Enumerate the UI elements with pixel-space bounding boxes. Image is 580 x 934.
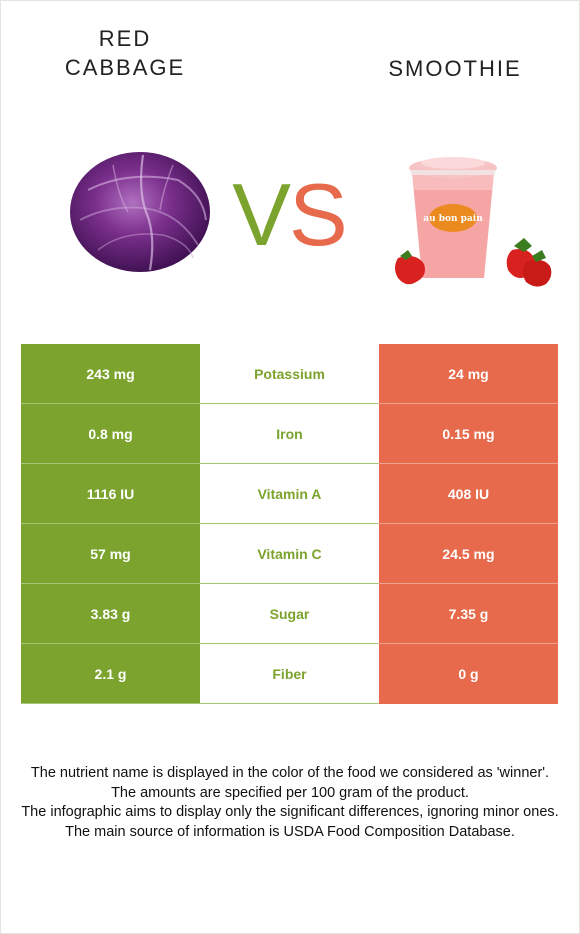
nutrient-name-cell: Vitamin A <box>200 464 379 524</box>
right-value-cell: 0 g <box>379 644 558 704</box>
left-food-title: RED CABBAGE <box>20 24 230 82</box>
table-row: 57 mg Vitamin C 24.5 mg <box>21 524 558 584</box>
table-row: 2.1 g Fiber 0 g <box>21 644 558 704</box>
smoothie-image: au bon pain <box>395 157 552 287</box>
note-data-source: The main source of information is USDA F… <box>65 823 515 840</box>
vs-label: VS <box>224 160 354 270</box>
left-value-cell: 243 mg <box>21 344 200 404</box>
left-value-cell: 0.8 mg <box>21 404 200 464</box>
footnotes: The nutrient name is displayed in the co… <box>20 764 560 842</box>
nutrient-name-cell: Iron <box>200 404 379 464</box>
nutrient-name-cell: Fiber <box>200 644 379 704</box>
left-value-cell: 57 mg <box>21 524 200 584</box>
vs-s: S <box>289 165 348 264</box>
red-cabbage-image <box>70 152 210 272</box>
nutrient-name-cell: Vitamin C <box>200 524 379 584</box>
left-food-title-line-1: RED <box>98 26 152 51</box>
note-per-100g: The amounts are specified per 100 gram o… <box>111 784 469 801</box>
left-value-cell: 2.1 g <box>21 644 200 704</box>
table-row: 1116 IU Vitamin A 408 IU <box>21 464 558 524</box>
smoothie-cup-logo: au bon pain <box>423 214 483 224</box>
left-food-title-line-2: CABBAGE <box>64 55 186 80</box>
vs-v: V <box>232 165 291 264</box>
note-winner-color: The nutrient name is displayed in the co… <box>30 765 550 781</box>
nutrient-name-cell: Potassium <box>200 344 379 404</box>
left-value-cell: 1116 IU <box>21 464 200 524</box>
left-value-cell: 3.83 g <box>21 584 200 644</box>
right-food-title: SMOOTHIE <box>388 56 522 81</box>
table-row: 243 mg Potassium 24 mg <box>21 344 558 404</box>
right-value-cell: 24.5 mg <box>379 524 558 584</box>
right-value-cell: 408 IU <box>379 464 558 524</box>
table-row: 0.8 mg Iron 0.15 mg <box>21 404 558 464</box>
table-row: 3.83 g Sugar 7.35 g <box>21 584 558 644</box>
right-value-cell: 0.15 mg <box>379 404 558 464</box>
note-significant-differences: The infographic aims to display only the… <box>21 804 559 820</box>
nutrient-name-cell: Sugar <box>200 584 379 644</box>
right-value-cell: 7.35 g <box>379 584 558 644</box>
right-value-cell: 24 mg <box>379 344 558 404</box>
nutrient-comparison-table: 243 mg Potassium 24 mg 0.8 mg Iron 0.15 mg 111… <box>21 344 558 704</box>
